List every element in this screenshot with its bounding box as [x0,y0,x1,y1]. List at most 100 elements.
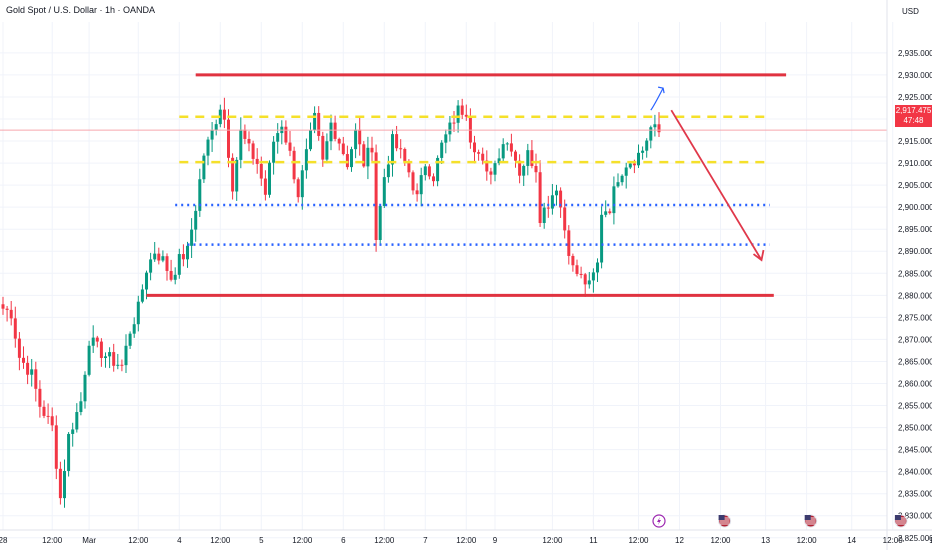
down-arrow-head [752,249,765,262]
candle-body [522,165,526,176]
candle-body [26,362,30,375]
time-tick-label: 11 [589,536,598,545]
candle-body [63,470,66,499]
candle-body [575,265,579,274]
time-tick-label: 12:00 [374,536,395,545]
price-tick-label: 2,855.000 [898,402,932,411]
candle-body [337,138,341,144]
candle-body [444,134,448,143]
us-flag-icon[interactable] [718,514,732,528]
candle-body [612,186,616,214]
candle-body [108,352,112,357]
candle-body [169,270,173,280]
candle-body [473,142,476,153]
bar-countdown: 47:48 [903,116,924,125]
candle-body [50,416,54,426]
time-tick-label: 12:00 [42,536,63,545]
candle-body [91,337,95,346]
lightning-event-icon[interactable] [652,514,666,528]
candle-body [124,345,128,366]
candle-body [333,122,337,139]
candle-body [30,369,34,375]
candle-body [427,166,431,177]
candle-body [206,139,210,156]
symbol-title[interactable]: Gold Spot / U.S. Dollar · 1h · OANDA [6,5,156,15]
candle-body [468,116,472,143]
candle-body [112,352,116,366]
price-tick-label: 2,905.000 [898,181,932,190]
candle-body [587,280,591,285]
us-flag-icon[interactable] [804,514,818,528]
price-tick-label: 2,840.000 [898,468,932,477]
candle-body [87,345,91,375]
time-tick-label: 9 [493,536,498,545]
candle-body [181,254,185,260]
candle-body [99,341,103,358]
candle-body [165,256,169,271]
candle-body [296,179,300,198]
candle-body [477,152,481,154]
candle-body [239,129,243,160]
candle-body [288,142,292,151]
candle-body [460,105,464,115]
candle-body [382,177,386,206]
candle-body [596,262,599,273]
candle-body [370,147,374,153]
time-tick-label: 12:00 [797,536,818,545]
price-tick-label: 2,825.000 [898,534,932,543]
candle-body [423,166,427,176]
time-tick-label: 12:00 [628,536,649,545]
candle-body [345,154,349,168]
candle-body [546,207,550,209]
time-tick-label: 12:00 [456,536,477,545]
candle-body [1,304,5,309]
candle-body [95,337,99,342]
candle-body [17,338,21,358]
event-markers[interactable] [652,514,908,528]
candle-body [448,122,452,135]
candle-body [54,425,58,469]
candle-body [657,124,661,133]
currency-label[interactable]: USD [902,7,919,16]
candle-body [559,190,563,208]
candle-body [38,388,42,407]
price-tick-label: 2,845.000 [898,446,932,455]
candle-body [136,301,140,325]
us-flag-icon[interactable] [894,514,908,528]
time-tick-label: 28 [0,536,8,545]
candle-body [300,170,304,198]
candle-body [518,160,522,176]
price-tick-label: 2,895.000 [898,225,932,234]
candle-body [222,109,226,120]
candle-body [132,324,136,334]
candle-body [104,356,107,358]
candle-body [42,406,46,416]
price-tick-label: 2,830.000 [898,512,932,521]
last-price-tag: 2,917.475 47:48 [895,105,932,127]
candle-body [259,163,263,179]
price-axis[interactable]: 2,825.000 2,830.000 2,835.000 2,840.000 2,84… [886,0,932,550]
price-tick-label: 2,900.000 [898,203,932,212]
candle-body [653,124,657,128]
candle-body [268,162,271,195]
candle-body [321,135,325,160]
candle-body [637,152,640,166]
candle-body [276,133,280,142]
drawings [0,73,887,297]
candle-body [284,126,288,143]
time-tick-label: 12:00 [128,536,149,545]
candle-body [407,161,411,173]
candle-body [149,259,153,273]
candle-body [386,164,390,178]
candle-body [632,163,636,166]
candle-body [227,119,230,158]
candle-body [304,149,308,171]
candle-body [501,144,505,159]
time-tick-label: 6 [341,536,346,545]
candle-body [505,143,509,145]
price-tick-label: 2,850.000 [898,424,932,433]
candle-body [497,158,501,164]
time-axis[interactable]: 28 12:00 Mar 12:00 4 12:00 5 12:00 6 12:00 7 12:00 9… [0,529,932,545]
candle-body [649,127,653,141]
